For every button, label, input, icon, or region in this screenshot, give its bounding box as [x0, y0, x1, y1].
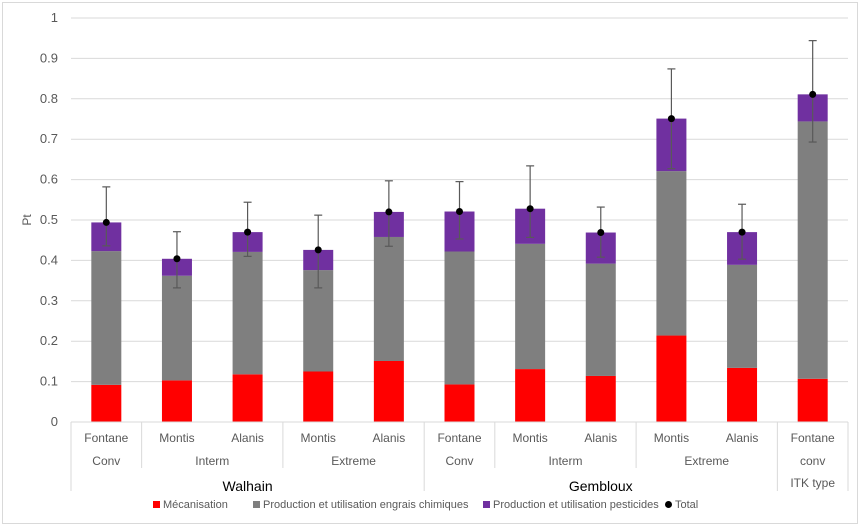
total-marker — [385, 208, 393, 216]
bar-segment-engrais — [232, 251, 263, 375]
y-axis-ticks: 0 0.1 0.2 0.3 0.4 0.5 0.6 0.7 0.8 0.9 1 — [40, 10, 58, 429]
y-tick-label: 0.8 — [40, 91, 58, 106]
gridlines — [71, 17, 848, 383]
total-marker — [244, 228, 252, 236]
legend: Mécanisation Production et utilisation en… — [153, 499, 698, 511]
x-category-label: Fontane — [84, 431, 128, 445]
y-tick-label: 0.7 — [40, 131, 58, 146]
x-site-group-label: ITK type — [790, 476, 835, 490]
bar-segment-engrais — [161, 275, 192, 381]
bar-segment-mecanisation — [797, 378, 828, 422]
total-marker — [597, 229, 605, 237]
bar-segment-engrais — [515, 243, 546, 370]
y-tick-label: 0.6 — [40, 172, 58, 187]
bar-segment-mecanisation — [232, 374, 263, 422]
bar-segment-engrais — [444, 251, 475, 385]
bar-segment-mecanisation — [585, 375, 616, 422]
total-marker — [809, 90, 817, 98]
x-category-label: Alanis — [231, 431, 264, 445]
bar-segment-mecanisation — [656, 335, 687, 422]
x-axis: Fontane Montis Alanis Montis Alanis Fontane Mo… — [70, 421, 849, 494]
total-marker — [667, 115, 675, 123]
legend-label: Production et utilisation pesticides — [493, 499, 659, 511]
total-marker — [738, 228, 746, 236]
legend-swatch — [483, 501, 490, 508]
y-axis-label: Pt — [20, 214, 34, 226]
x-category-label: Montis — [654, 431, 689, 445]
x-itk-group-label: Conv — [445, 454, 473, 468]
x-category-label: Montis — [159, 431, 194, 445]
x-itk-group-label: Extreme — [684, 454, 729, 468]
legend-marker — [665, 501, 672, 508]
bar-segment-mecanisation — [727, 367, 758, 422]
x-category-label: Montis — [301, 431, 336, 445]
total-marker — [173, 255, 181, 263]
x-itk-group-label: Conv — [92, 454, 120, 468]
bar-segment-engrais — [797, 121, 828, 379]
y-tick-label: 0.2 — [40, 333, 58, 348]
bar-segment-mecanisation — [444, 384, 475, 422]
bar-segment-mecanisation — [161, 380, 192, 422]
bar-segment-engrais — [656, 171, 687, 336]
y-tick-label: 0.4 — [40, 252, 58, 267]
bar-segment-mecanisation — [515, 369, 546, 422]
total-marker — [456, 208, 463, 216]
bar-segment-engrais — [585, 263, 616, 376]
total-marker — [102, 218, 110, 226]
error-bars — [102, 40, 817, 289]
bar-segment-mecanisation — [303, 371, 334, 422]
y-tick-label: 0 — [51, 414, 58, 429]
x-category-label: Fontane — [437, 431, 481, 445]
bar-segment-engrais — [373, 236, 404, 361]
bar-segment-mecanisation — [91, 384, 122, 422]
x-category-label: Montis — [512, 431, 547, 445]
y-tick-label: 1 — [51, 10, 58, 25]
y-tick-label: 0.5 — [40, 212, 58, 227]
total-marker — [526, 205, 534, 213]
bars — [91, 94, 828, 422]
x-itk-group-label: Extreme — [331, 454, 376, 468]
y-tick-label: 0.3 — [40, 293, 58, 308]
legend-label: Total — [675, 499, 698, 511]
total-marker — [314, 246, 322, 254]
y-tick-label: 0.1 — [40, 374, 58, 389]
x-category-label: Alanis — [373, 431, 406, 445]
x-itk-group-label: Interm — [195, 454, 229, 468]
x-site-group-label: Gembloux — [569, 478, 633, 494]
x-category-label: Alanis — [584, 431, 617, 445]
legend-swatch — [253, 501, 260, 508]
bar-segment-engrais — [727, 264, 758, 368]
x-site-group-label: Walhain — [223, 478, 273, 494]
x-category-label: Alanis — [726, 431, 759, 445]
legend-label: Mécanisation — [163, 499, 228, 511]
x-category-label: Fontane — [791, 431, 835, 445]
y-tick-label: 0.9 — [40, 50, 58, 65]
bar-segment-mecanisation — [373, 360, 404, 422]
bar-segment-engrais — [91, 251, 122, 385]
x-itk-group-label: Interm — [548, 454, 582, 468]
legend-label: Production et utilisation engrais chimiq… — [263, 499, 469, 511]
x-itk-group-label: conv — [800, 454, 825, 468]
legend-swatch — [153, 501, 160, 508]
